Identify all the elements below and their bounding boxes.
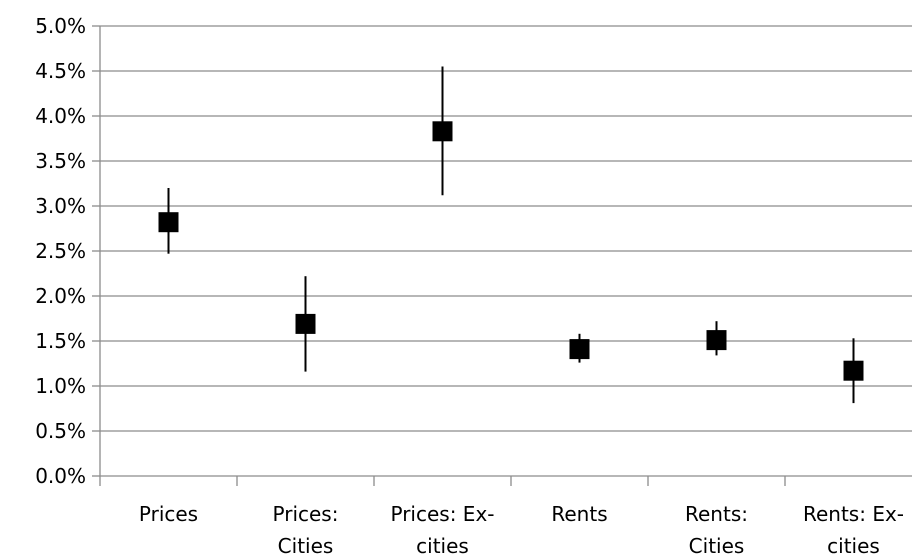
y-tick-label: 3.5% bbox=[35, 149, 86, 173]
y-tick-label: 2.0% bbox=[35, 284, 86, 308]
data-point-marker bbox=[158, 212, 179, 233]
x-category-label: Cities bbox=[278, 534, 334, 558]
x-category-label: cities bbox=[827, 534, 880, 558]
x-category-label: cities bbox=[416, 534, 469, 558]
error-bars bbox=[167, 66, 855, 404]
data-point-marker bbox=[843, 360, 864, 381]
y-tick-label: 4.0% bbox=[35, 104, 86, 128]
gridlines bbox=[100, 25, 912, 432]
y-tick-label: 0.0% bbox=[35, 464, 86, 488]
data-point-marker bbox=[432, 121, 453, 142]
y-tick-label: 1.0% bbox=[35, 374, 86, 398]
data-points bbox=[158, 121, 864, 381]
x-axis-tick-labels: Prices Prices: Cities Prices: Ex-cities Rent… bbox=[139, 502, 904, 558]
x-category-label: Rents bbox=[551, 502, 607, 526]
y-tick-label: 2.5% bbox=[35, 239, 86, 263]
y-tick-label: 1.5% bbox=[35, 329, 86, 353]
x-category-label: Prices: Ex- bbox=[391, 502, 495, 526]
x-category-label: Rents: bbox=[685, 502, 748, 526]
y-tick-label: 0.5% bbox=[35, 419, 86, 443]
x-category-label: Cities bbox=[689, 534, 745, 558]
y-tick-label: 4.5% bbox=[35, 59, 86, 83]
x-category-label: Prices bbox=[139, 502, 198, 526]
x-category-label: Prices: bbox=[273, 502, 339, 526]
data-point-marker bbox=[706, 330, 727, 351]
x-category-label: Rents: Ex- bbox=[803, 502, 904, 526]
y-tick-label: 3.0% bbox=[35, 194, 86, 218]
y-axis-tick-labels: 0.0% 0.5% 1.0% 1.5% 2.0% 2.5% 3.0% 3.5% 4.0% 4.5%… bbox=[35, 14, 86, 488]
data-point-marker bbox=[295, 313, 316, 334]
y-tick-label: 5.0% bbox=[35, 14, 86, 38]
data-point-marker bbox=[569, 339, 590, 360]
axes bbox=[92, 25, 912, 486]
